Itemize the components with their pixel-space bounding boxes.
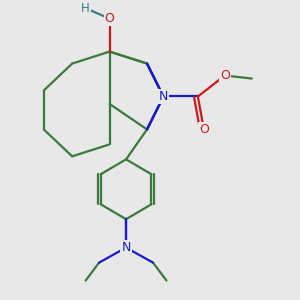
Text: O: O	[199, 123, 209, 136]
Text: O: O	[220, 69, 230, 82]
Text: N: N	[159, 90, 168, 103]
Text: H: H	[81, 2, 90, 15]
Text: O: O	[105, 12, 115, 25]
Text: N: N	[122, 241, 131, 254]
